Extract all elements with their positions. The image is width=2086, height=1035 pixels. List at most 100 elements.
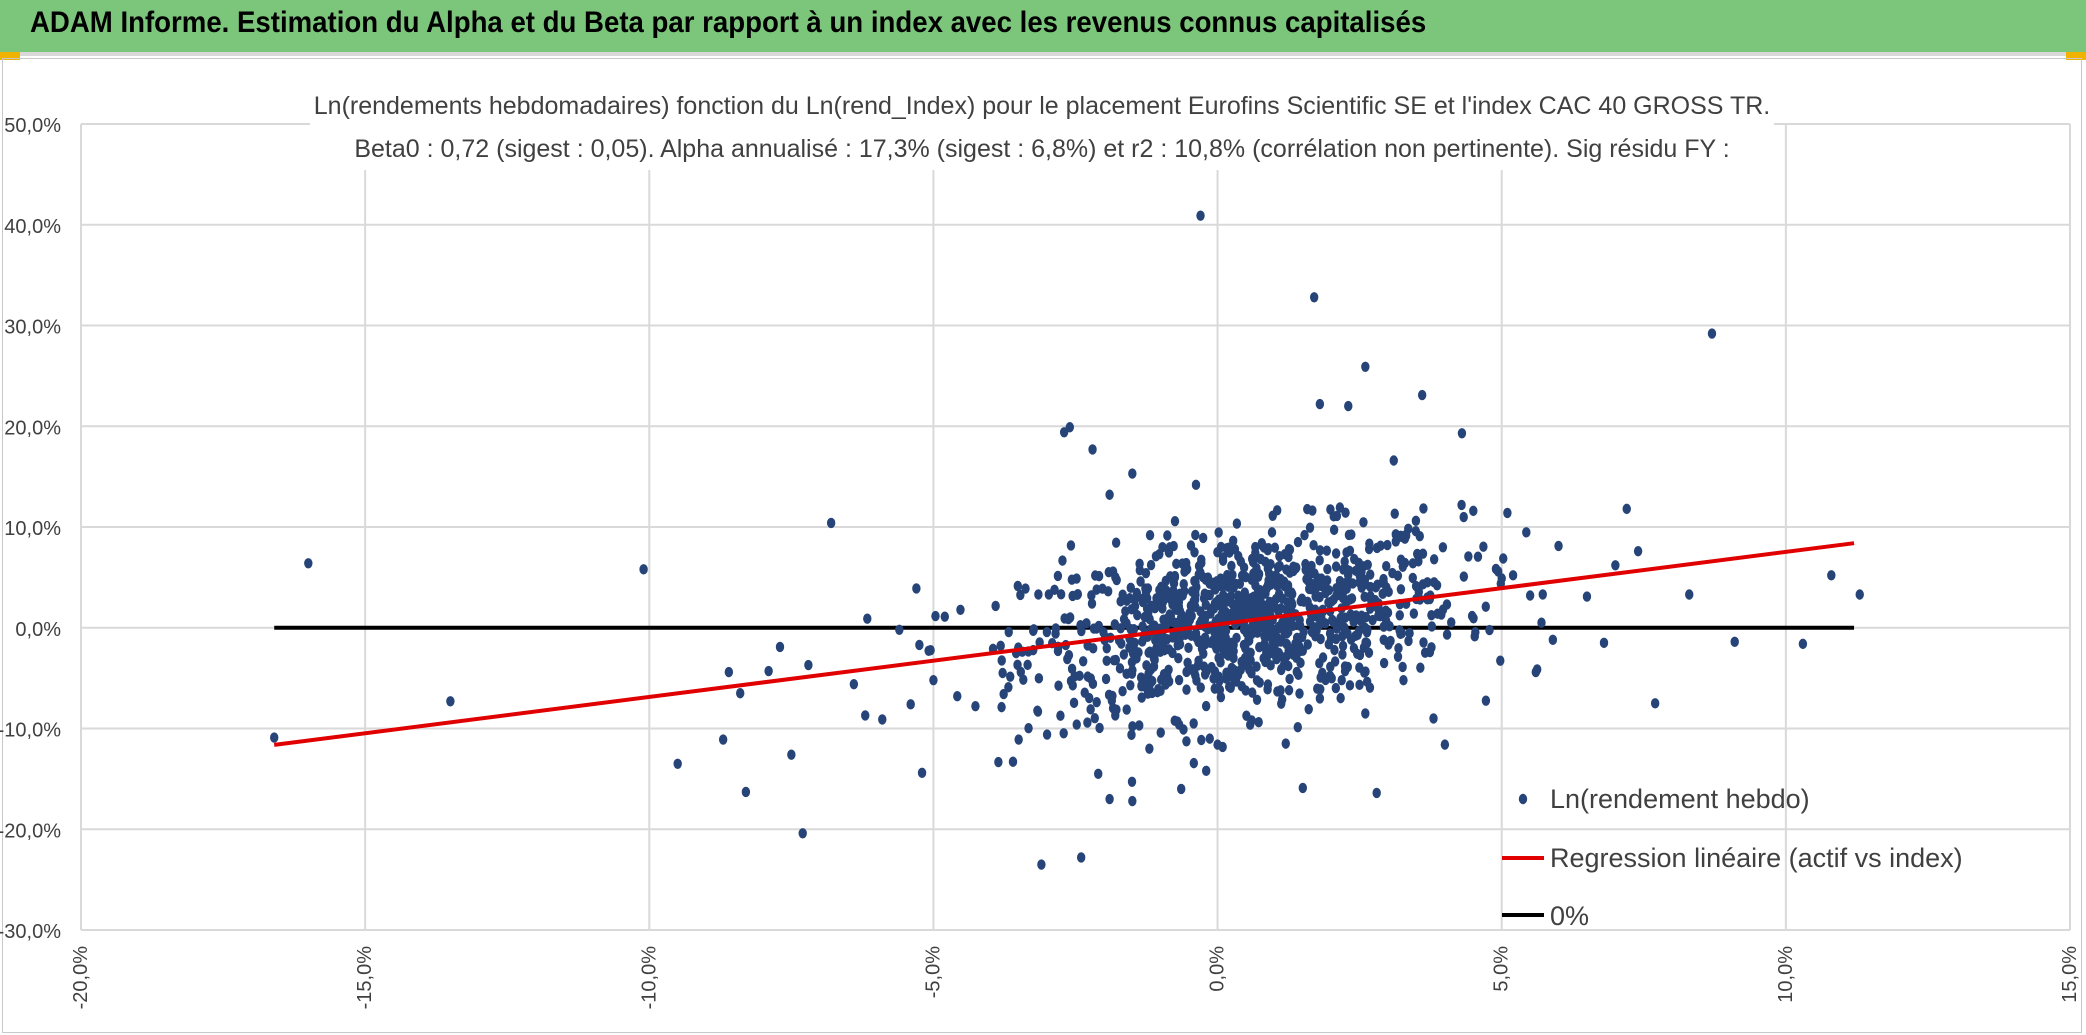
data-point [1351, 565, 1361, 576]
data-point [1280, 549, 1290, 560]
data-point [915, 639, 924, 651]
data-point [1180, 566, 1189, 577]
data-point [1429, 713, 1438, 724]
data-point [446, 696, 455, 707]
data-point [1211, 630, 1220, 641]
data-point [1650, 698, 1660, 709]
data-point [1201, 700, 1211, 712]
data-point [1411, 580, 1421, 592]
data-point [1201, 599, 1211, 611]
data-point [1447, 617, 1456, 628]
data-point [1116, 623, 1125, 634]
data-point [1177, 783, 1186, 795]
data-point [1004, 682, 1013, 693]
data-point [1305, 583, 1314, 595]
data-point [997, 655, 1006, 666]
data-point [994, 756, 1003, 768]
y-tick-label: 0,0% [15, 619, 61, 641]
data-point [1126, 582, 1136, 594]
data-point [1146, 559, 1156, 571]
data-point [1094, 768, 1103, 780]
data-point [1168, 632, 1178, 643]
data-point [1522, 527, 1531, 538]
data-point [804, 659, 813, 671]
data-point [998, 667, 1007, 679]
x-tick-labels: -20,0% -15,0% -10,0% -5,0% 0,0% 5,0% 10,0% 15,0… [70, 946, 2081, 1010]
data-point [912, 583, 921, 594]
data-point [1034, 673, 1044, 684]
data-point [673, 758, 682, 769]
data-point [1393, 651, 1403, 662]
data-point [1184, 642, 1193, 654]
y-tick-label: 30,0% [4, 317, 61, 339]
data-point [1237, 570, 1247, 581]
data-point [1419, 503, 1428, 514]
data-point [1172, 558, 1181, 570]
y-tick-label: 50,0% [4, 115, 61, 137]
data-point [1182, 736, 1191, 747]
data-point [1473, 551, 1483, 562]
data-point [1218, 555, 1228, 566]
data-point [1405, 627, 1414, 639]
data-point [1163, 530, 1172, 541]
data-point [1279, 626, 1289, 637]
data-point [1404, 523, 1413, 535]
data-point [1248, 687, 1257, 698]
data-point [1083, 717, 1092, 728]
data-point [1481, 601, 1490, 612]
data-point [1141, 583, 1150, 594]
data-point [1282, 638, 1291, 650]
data-point [1420, 647, 1430, 658]
data-point [1119, 649, 1129, 660]
data-point [1343, 661, 1352, 673]
data-point [1228, 672, 1238, 683]
data-point [1395, 610, 1404, 621]
data-point [1305, 616, 1315, 627]
data-point [1067, 663, 1077, 675]
data-point [1190, 575, 1199, 587]
data-point [1413, 548, 1422, 560]
data-point [1088, 444, 1097, 455]
data-point [1023, 659, 1032, 671]
data-point [1285, 673, 1294, 685]
data-point [1085, 692, 1094, 704]
data-point [1344, 400, 1353, 412]
data-point [1172, 604, 1181, 615]
data-point [1021, 583, 1030, 594]
data-point [1272, 505, 1282, 516]
data-point [1213, 739, 1222, 750]
data-point [1372, 787, 1381, 799]
data-point [997, 701, 1006, 713]
data-point [1611, 560, 1620, 571]
title-banner: ADAM Informe. Estimation du Alpha et du … [0, 0, 2086, 56]
data-point [1241, 640, 1250, 651]
data-point [1538, 589, 1547, 600]
data-point [798, 828, 807, 839]
data-point [1299, 596, 1309, 607]
data-point [1198, 532, 1208, 544]
data-point [1416, 662, 1425, 673]
legend: Ln(rendement hebdo) Regression linéaire (… [1502, 784, 1963, 931]
x-tick-label: 15,0% [2059, 946, 2081, 1003]
data-point [1382, 560, 1391, 572]
data-point [1191, 670, 1200, 681]
data-point [895, 624, 904, 635]
data-point [1315, 657, 1324, 669]
data-point [724, 666, 734, 678]
data-point [1457, 499, 1466, 511]
data-point [1311, 591, 1320, 602]
data-point [1293, 536, 1303, 548]
data-point [1270, 542, 1280, 553]
data-point [1252, 675, 1262, 686]
data-point [1105, 489, 1114, 500]
data-point [1088, 643, 1098, 654]
data-point [1128, 647, 1138, 659]
data-point [1207, 661, 1216, 673]
data-point [1099, 626, 1108, 638]
x-tick-label: 10,0% [1775, 946, 1797, 1003]
data-point [1118, 685, 1127, 697]
data-point [1378, 588, 1387, 600]
data-point [1331, 548, 1341, 559]
data-point [1685, 589, 1694, 600]
